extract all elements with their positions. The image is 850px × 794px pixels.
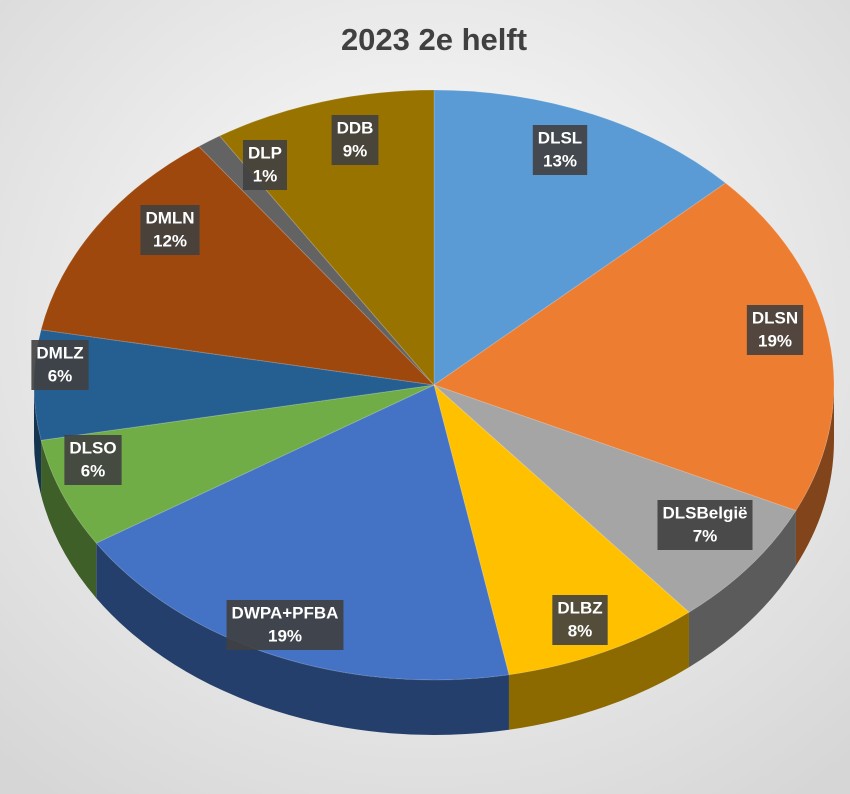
label-value: 1%: [253, 166, 278, 185]
data-label: DMLN 12%: [140, 205, 200, 255]
label-value: 12%: [153, 231, 187, 250]
label-box: [64, 435, 122, 485]
slice: [432, 182, 835, 512]
slice: [95, 384, 510, 681]
label-value: 6%: [81, 461, 106, 480]
slice: [40, 145, 436, 386]
slice: [433, 384, 797, 613]
label-name: DWPA+PFBA: [232, 603, 339, 622]
label-name: DLP: [248, 143, 282, 162]
slice-side: [34, 385, 42, 496]
data-label: DDB 9%: [331, 115, 379, 165]
data-label: DLP 1%: [243, 140, 287, 190]
pie-sides: [34, 385, 834, 735]
data-label: DLSO 6%: [64, 435, 122, 485]
slice-side: [41, 440, 97, 599]
label-box: [331, 115, 379, 165]
label-value: 6%: [48, 366, 73, 385]
slice: [40, 384, 435, 544]
label-value: 8%: [568, 621, 593, 640]
data-label: DLBZ 8%: [552, 595, 608, 645]
data-label: DMLZ 6%: [31, 340, 89, 390]
label-box: [532, 125, 588, 175]
label-box: [657, 500, 753, 550]
label-value: 7%: [693, 526, 718, 545]
label-name: DLSL: [538, 128, 582, 147]
label-value: 19%: [268, 626, 302, 645]
label-box: [552, 595, 608, 645]
slice: [433, 89, 727, 386]
chart-title: 2023 2e helft: [341, 22, 527, 57]
label-value: 13%: [543, 151, 577, 170]
label-name: DLBZ: [557, 598, 602, 617]
slice-side: [508, 612, 689, 730]
data-label: DWPA+PFBA 19%: [226, 600, 344, 650]
label-name: DDB: [337, 118, 374, 137]
label-value: 19%: [758, 331, 792, 350]
slice: [198, 135, 435, 386]
data-label: DLSL 13%: [532, 125, 588, 175]
label-box: [31, 340, 89, 390]
label-box: [746, 305, 804, 355]
slice-side: [96, 543, 509, 735]
label-box: [243, 140, 287, 190]
label-value: 9%: [343, 141, 368, 160]
label-name: DLSBelgië: [662, 503, 747, 522]
label-name: DMLZ: [36, 343, 83, 362]
label-name: DLSN: [752, 308, 798, 327]
slice-side: [795, 385, 834, 566]
pie-tops: [33, 89, 835, 681]
data-labels: DLSL 13% DLSN 19% DLSBelgië 7% DLBZ 8% DWPA+PFBA…: [31, 115, 804, 650]
label-box: [140, 205, 200, 255]
label-box: [226, 600, 344, 650]
slice-side: [688, 510, 796, 668]
data-label: DLSBelgië 7%: [657, 500, 753, 550]
label-name: DMLN: [145, 208, 194, 227]
slice: [433, 383, 690, 676]
label-name: DLSO: [69, 438, 116, 457]
data-label: DLSN 19%: [746, 305, 804, 355]
